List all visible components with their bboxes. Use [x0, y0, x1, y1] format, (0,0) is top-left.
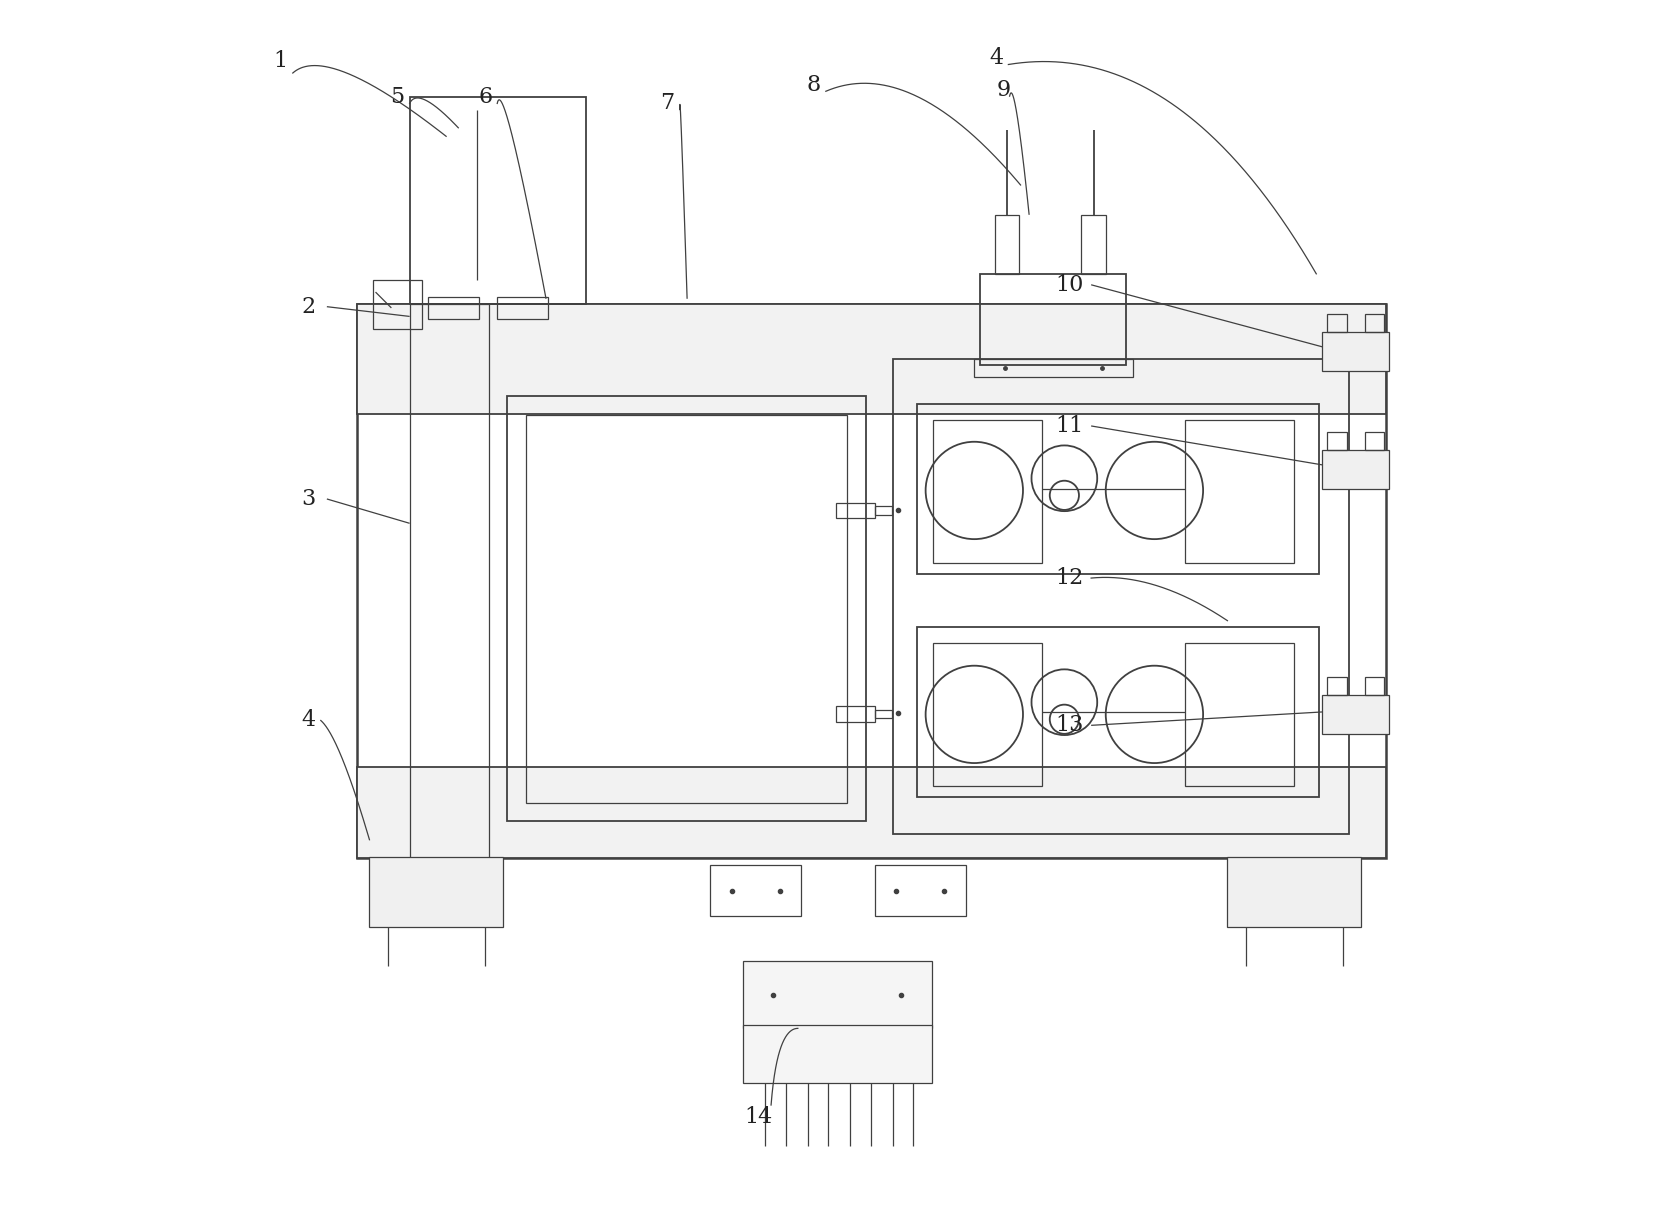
- Bar: [1185, 643, 1294, 786]
- Bar: [357, 767, 1386, 858]
- Bar: [1364, 432, 1384, 450]
- Bar: [409, 97, 587, 304]
- Bar: [875, 506, 892, 515]
- Text: 2: 2: [302, 296, 315, 318]
- Bar: [917, 627, 1319, 797]
- Bar: [506, 396, 866, 821]
- Bar: [1327, 314, 1348, 332]
- Bar: [875, 865, 965, 916]
- Bar: [996, 215, 1019, 274]
- Text: 1: 1: [273, 50, 288, 72]
- Bar: [357, 304, 1386, 858]
- Text: 6: 6: [478, 86, 493, 108]
- Bar: [711, 865, 801, 916]
- Bar: [934, 420, 1042, 563]
- Bar: [1364, 314, 1384, 332]
- Bar: [974, 359, 1133, 377]
- Bar: [1364, 677, 1384, 695]
- Bar: [1327, 432, 1348, 450]
- Bar: [934, 643, 1042, 786]
- Bar: [498, 297, 548, 319]
- Bar: [357, 304, 1386, 414]
- Text: 10: 10: [1056, 274, 1083, 296]
- Bar: [374, 280, 422, 329]
- Bar: [1327, 677, 1348, 695]
- Text: 14: 14: [744, 1106, 773, 1128]
- Bar: [1227, 857, 1361, 927]
- Bar: [1185, 420, 1294, 563]
- Text: 11: 11: [1056, 415, 1083, 437]
- Bar: [742, 1025, 932, 1083]
- Bar: [980, 274, 1126, 365]
- Bar: [917, 404, 1319, 574]
- Text: 4: 4: [302, 710, 315, 731]
- Bar: [875, 710, 892, 718]
- Bar: [836, 706, 875, 722]
- Bar: [893, 359, 1349, 834]
- Text: 3: 3: [302, 488, 315, 510]
- Bar: [526, 415, 846, 803]
- Text: 9: 9: [997, 79, 1011, 101]
- Text: 13: 13: [1056, 714, 1083, 736]
- Text: 4: 4: [989, 47, 1004, 69]
- Bar: [409, 304, 489, 858]
- Bar: [1322, 450, 1389, 489]
- Bar: [1322, 332, 1389, 371]
- Bar: [427, 297, 479, 319]
- Text: 5: 5: [391, 86, 404, 108]
- Bar: [1081, 215, 1106, 274]
- Text: 8: 8: [806, 74, 821, 96]
- Bar: [369, 857, 503, 927]
- Bar: [742, 961, 932, 1028]
- Bar: [836, 503, 875, 518]
- Text: 12: 12: [1056, 567, 1083, 589]
- Bar: [1322, 695, 1389, 734]
- Text: 7: 7: [660, 92, 675, 114]
